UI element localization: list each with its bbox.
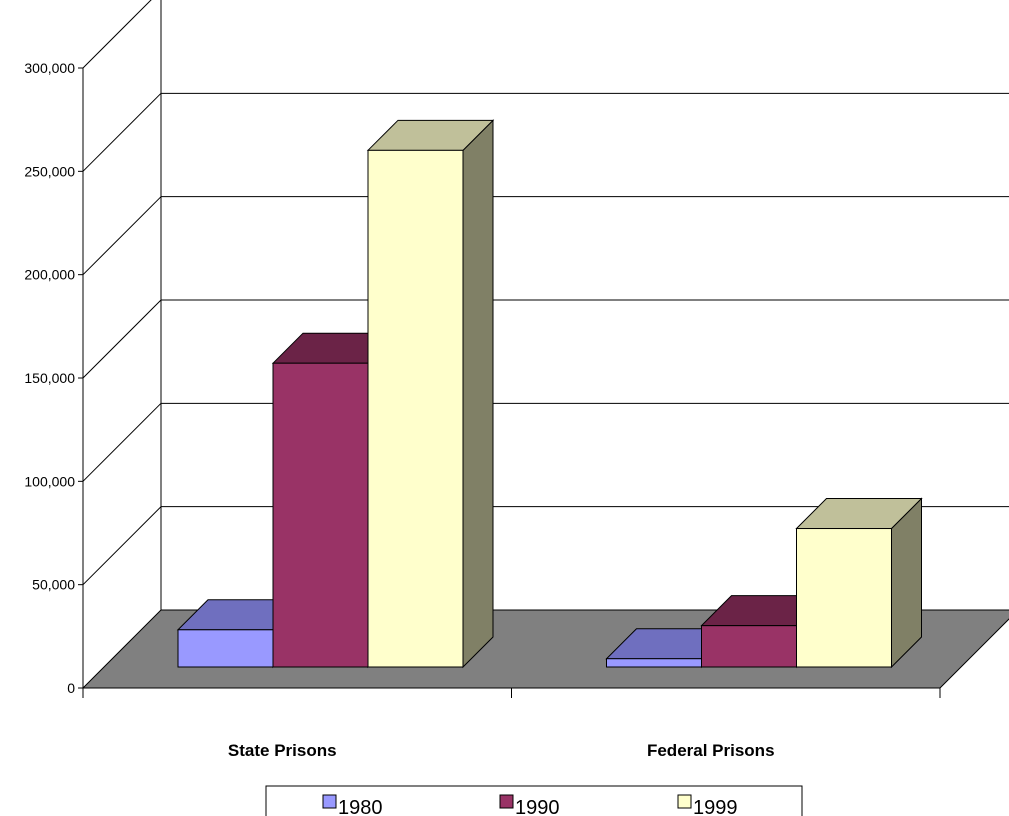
legend-swatch (322, 794, 337, 809)
bar-front (701, 625, 797, 668)
gridline-diagonal (82, 299, 162, 379)
x-category-label: Federal Prisons (647, 741, 775, 760)
x-category-label: State Prisons (228, 741, 337, 760)
legend-box (265, 785, 803, 816)
y-tick-label: 300,000 (24, 60, 75, 76)
legend: 1980 1990 1999 (265, 785, 803, 816)
bar-1999-federal (795, 497, 923, 669)
gridline-diagonal (82, 196, 162, 276)
y-tick-label: 100,000 (24, 473, 75, 489)
gridline-diagonal (82, 402, 162, 482)
bar-front (177, 629, 274, 668)
bar-1999-state (366, 119, 495, 669)
bar-front (272, 362, 369, 668)
y-tick-label: 150,000 (24, 370, 75, 386)
gridline-diagonal (82, 0, 152, 69)
legend-swatch (677, 794, 692, 809)
y-tick-label: 200,000 (24, 267, 75, 283)
legend-swatch (499, 794, 514, 809)
x-axis-category-labels: State Prisons Federal Prisons (228, 741, 775, 760)
bar-side (462, 119, 494, 669)
bar-front (606, 658, 702, 668)
bar-front (796, 528, 892, 668)
bars (176, 119, 923, 669)
y-axis-ticks: 0 50,000 100,000 150,000 200,000 250,000 300,0… (24, 60, 83, 696)
gridline-diagonal (82, 92, 162, 172)
legend-label: 1980 (338, 797, 383, 816)
y-tick-label: 50,000 (32, 577, 75, 593)
y-tick-label: 0 (67, 680, 75, 696)
legend-label: 1990 (515, 797, 560, 816)
legend-label: 1999 (693, 797, 738, 816)
gridline-diagonal (82, 506, 162, 586)
gridlines (82, 0, 1009, 586)
bar-front (367, 149, 464, 668)
y-tick-label: 250,000 (24, 163, 75, 179)
